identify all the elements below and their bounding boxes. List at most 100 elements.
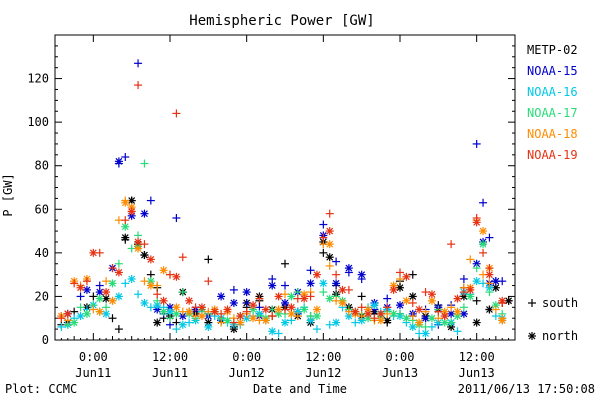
data-point-south bbox=[229, 318, 238, 327]
data-point-north bbox=[479, 227, 488, 236]
data-point-north bbox=[325, 240, 334, 249]
data-point-south bbox=[485, 288, 494, 297]
data-point-north bbox=[121, 233, 130, 242]
data-point-north bbox=[319, 279, 328, 288]
data-point-north bbox=[491, 277, 500, 286]
data-point-north bbox=[268, 327, 277, 336]
star-d2 bbox=[332, 319, 340, 326]
star-d2 bbox=[243, 288, 251, 296]
star-d2 bbox=[287, 293, 295, 300]
star-d2 bbox=[77, 284, 84, 292]
data-point-south bbox=[453, 327, 462, 336]
data-point-south bbox=[357, 303, 366, 312]
data-point-south bbox=[383, 294, 392, 303]
data-point-south bbox=[485, 233, 494, 242]
data-point-north bbox=[172, 272, 181, 281]
star-d2 bbox=[243, 314, 251, 322]
star-d2 bbox=[486, 271, 493, 279]
data-point-north bbox=[121, 198, 130, 207]
star-d2 bbox=[402, 314, 410, 322]
data-point-south bbox=[447, 303, 456, 312]
star-d2 bbox=[102, 295, 110, 303]
data-point-south bbox=[281, 305, 289, 314]
star-d2 bbox=[102, 288, 110, 296]
data-point-north bbox=[325, 294, 334, 303]
data-point-north bbox=[134, 244, 143, 253]
data-point-north bbox=[376, 316, 385, 325]
star-d2 bbox=[64, 310, 72, 318]
data-point-north bbox=[402, 314, 411, 323]
star-d2 bbox=[172, 273, 180, 281]
star-d2 bbox=[262, 316, 270, 324]
star-d2 bbox=[77, 312, 84, 320]
data-point-south bbox=[383, 303, 392, 312]
data-point-north bbox=[376, 309, 385, 318]
star-d2 bbox=[428, 290, 436, 298]
data-point-north bbox=[108, 279, 117, 288]
star-d2 bbox=[134, 245, 142, 252]
data-point-south bbox=[421, 322, 430, 331]
data-point-north bbox=[332, 318, 341, 327]
star-d2 bbox=[128, 208, 136, 215]
data-point-north bbox=[268, 281, 277, 290]
data-point-south bbox=[485, 279, 494, 288]
data-point-north bbox=[472, 218, 481, 227]
data-point-south bbox=[319, 233, 328, 242]
data-point-north bbox=[281, 318, 289, 327]
star-d2 bbox=[326, 295, 334, 303]
star-d2 bbox=[402, 297, 410, 305]
star-d2 bbox=[179, 321, 187, 329]
data-point-north bbox=[357, 270, 366, 279]
star-d2 bbox=[486, 306, 493, 313]
data-point-south bbox=[217, 309, 226, 318]
star-d2 bbox=[473, 277, 481, 285]
data-point-north bbox=[453, 294, 462, 303]
data-point-south bbox=[306, 292, 315, 301]
data-point-south bbox=[281, 290, 289, 299]
data-point-north bbox=[498, 316, 507, 325]
legend-entry-noaa-16: NOAA-16 bbox=[527, 85, 578, 99]
star-d2 bbox=[409, 293, 417, 300]
data-point-south bbox=[140, 159, 149, 168]
data-point-south bbox=[57, 322, 66, 331]
star-d2 bbox=[268, 327, 276, 335]
star-d2 bbox=[287, 310, 295, 318]
data-point-south bbox=[351, 318, 360, 327]
data-point-south bbox=[293, 312, 302, 321]
star-d2 bbox=[339, 286, 346, 294]
star-d2 bbox=[230, 299, 238, 307]
data-point-south bbox=[217, 318, 226, 327]
star-d2 bbox=[377, 310, 385, 318]
star-d2 bbox=[217, 293, 225, 300]
star-d2 bbox=[281, 319, 289, 326]
star-d2 bbox=[498, 297, 506, 305]
data-point-north bbox=[312, 270, 321, 279]
star-d2 bbox=[198, 303, 206, 311]
star-d2 bbox=[492, 301, 500, 309]
star-d2 bbox=[83, 286, 91, 294]
data-point-north bbox=[114, 292, 123, 301]
star-d2 bbox=[428, 297, 436, 305]
star-d2 bbox=[358, 316, 366, 324]
x-axis-label: Date and Time bbox=[253, 382, 347, 396]
star-d2 bbox=[153, 319, 161, 326]
data-point-south bbox=[332, 270, 341, 279]
data-point-south bbox=[281, 281, 289, 290]
data-point-north bbox=[325, 253, 334, 262]
data-point-north bbox=[178, 320, 187, 329]
data-point-south bbox=[274, 329, 283, 338]
star-d2 bbox=[70, 319, 78, 326]
data-point-north bbox=[76, 312, 85, 321]
data-point-south bbox=[472, 264, 481, 273]
star-d2 bbox=[236, 319, 244, 326]
data-point-south bbox=[332, 257, 341, 266]
x-tick-time-label: 0:00 bbox=[79, 350, 108, 364]
data-point-south bbox=[312, 325, 321, 334]
star-d2 bbox=[428, 314, 436, 322]
data-point-south bbox=[134, 290, 143, 299]
star-d2 bbox=[128, 197, 136, 204]
series-noaa-18 bbox=[57, 196, 507, 327]
data-point-south bbox=[242, 298, 251, 307]
data-point-south bbox=[57, 314, 66, 323]
